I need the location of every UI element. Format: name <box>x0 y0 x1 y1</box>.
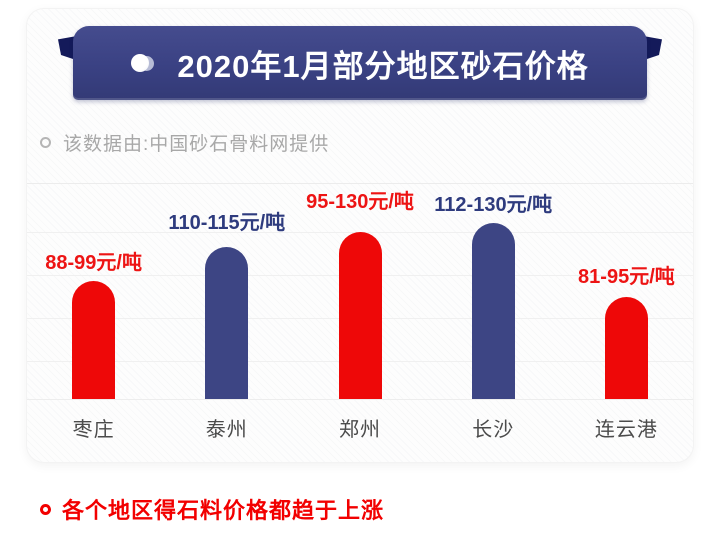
footer-note-text: 各个地区得石料价格都趋于上涨 <box>62 498 385 523</box>
bar-chart: 88-99元/吨 110-115元/吨 95-130元/吨 112-130元/吨… <box>27 184 693 400</box>
price-label: 112-130元/吨 <box>434 194 553 216</box>
axis-label: 泰州 <box>205 418 248 441</box>
bar <box>72 281 116 399</box>
axis-label: 长沙 <box>472 418 515 441</box>
chart-title: 2020年1月部分地区砂石价格 <box>177 48 589 84</box>
data-source-row: 该数据由:中国砂石骨料网提供 <box>40 129 329 156</box>
price-label: 88-99元/吨 <box>45 252 142 274</box>
bar <box>471 223 515 399</box>
x-axis-labels: 枣庄 泰州 郑州 长沙 连云港 <box>27 404 693 450</box>
bar-column-zaozhuang: 88-99元/吨 <box>27 184 160 399</box>
price-label: 110-115元/吨 <box>168 212 286 234</box>
bar <box>338 232 382 399</box>
circle-bullet-icon <box>40 137 51 148</box>
circle-bullet-icon <box>40 503 51 515</box>
axis-label: 连云港 <box>594 418 658 441</box>
price-label: 81-95元/吨 <box>578 266 675 288</box>
bar <box>205 247 249 399</box>
bar-column-zhengzhou: 95-130元/吨 <box>293 184 426 399</box>
dot-icon <box>131 54 155 72</box>
footer-note: 各个地区得石料价格都趋于上涨 <box>40 493 384 525</box>
data-source-text: 该数据由:中国砂石骨料网提供 <box>63 134 330 155</box>
bar <box>604 297 648 399</box>
title-banner: 2020年1月部分地区砂石价格 <box>73 26 647 100</box>
bar-columns: 88-99元/吨 110-115元/吨 95-130元/吨 112-130元/吨… <box>27 184 693 399</box>
bar-column-taizhou: 110-115元/吨 <box>160 184 293 399</box>
axis-label: 枣庄 <box>72 418 115 441</box>
bar-column-lianyungang: 81-95元/吨 <box>560 184 693 399</box>
price-label: 95-130元/吨 <box>306 191 414 213</box>
bar-column-changsha: 112-130元/吨 <box>427 184 560 399</box>
axis-label: 郑州 <box>339 418 381 441</box>
subtitle-divider <box>27 183 693 184</box>
